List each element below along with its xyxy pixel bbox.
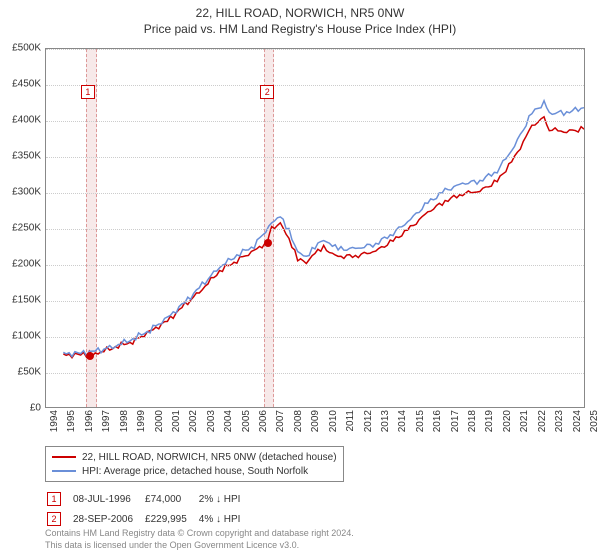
- y-tick-label: £450K: [0, 79, 41, 90]
- sale-id-box: 1: [47, 492, 61, 506]
- x-tick-label: 2015: [415, 410, 426, 440]
- x-tick-label: 1999: [136, 410, 147, 440]
- x-tick-label: 2020: [502, 410, 513, 440]
- x-tick-label: 1996: [84, 410, 95, 440]
- legend-label: HPI: Average price, detached house, Sout…: [82, 466, 308, 477]
- sale-delta: 2% ↓ HPI: [199, 490, 251, 508]
- chart-title: 22, HILL ROAD, NORWICH, NR5 0NW: [0, 0, 600, 20]
- gridline-h: [46, 49, 584, 50]
- chart-subtitle: Price paid vs. HM Land Registry's House …: [0, 20, 600, 36]
- legend-item: HPI: Average price, detached house, Sout…: [52, 464, 337, 478]
- x-tick-label: 2002: [188, 410, 199, 440]
- y-tick-label: £300K: [0, 187, 41, 198]
- y-tick-label: £100K: [0, 331, 41, 342]
- sale-delta: 4% ↓ HPI: [199, 510, 251, 528]
- x-tick-label: 2011: [345, 410, 356, 440]
- x-tick-label: 2016: [432, 410, 443, 440]
- sale-date: 08-JUL-1996: [73, 490, 143, 508]
- x-tick-label: 1998: [119, 410, 130, 440]
- footer-line1: Contains HM Land Registry data © Crown c…: [45, 528, 354, 540]
- gridline-h: [46, 121, 584, 122]
- x-tick-label: 2012: [363, 410, 374, 440]
- legend-label: 22, HILL ROAD, NORWICH, NR5 0NW (detache…: [82, 452, 337, 463]
- marker-label-box: 2: [260, 85, 274, 99]
- footer-attribution: Contains HM Land Registry data © Crown c…: [45, 528, 354, 551]
- x-tick-label: 2022: [537, 410, 548, 440]
- x-tick-label: 1997: [101, 410, 112, 440]
- y-tick-label: £200K: [0, 259, 41, 270]
- x-tick-label: 2007: [275, 410, 286, 440]
- y-tick-label: £350K: [0, 151, 41, 162]
- gridline-h: [46, 265, 584, 266]
- sale-price: £229,995: [145, 510, 197, 528]
- x-tick-label: 2021: [519, 410, 530, 440]
- x-tick-label: 2024: [572, 410, 583, 440]
- x-tick-label: 2006: [258, 410, 269, 440]
- x-tick-label: 2004: [223, 410, 234, 440]
- x-tick-label: 2010: [328, 410, 339, 440]
- sale-point-dot: [264, 239, 272, 247]
- legend-item: 22, HILL ROAD, NORWICH, NR5 0NW (detache…: [52, 450, 337, 464]
- y-tick-label: £500K: [0, 43, 41, 54]
- x-tick-label: 2009: [310, 410, 321, 440]
- gridline-h: [46, 157, 584, 158]
- x-tick-label: 2023: [554, 410, 565, 440]
- x-tick-label: 2008: [293, 410, 304, 440]
- legend-box: 22, HILL ROAD, NORWICH, NR5 0NW (detache…: [45, 446, 344, 482]
- x-tick-label: 2018: [467, 410, 478, 440]
- sale-date: 28-SEP-2006: [73, 510, 143, 528]
- sale-id-box: 2: [47, 512, 61, 526]
- x-tick-label: 2013: [380, 410, 391, 440]
- gridline-h: [46, 373, 584, 374]
- x-tick-label: 2000: [154, 410, 165, 440]
- sale-point-dot: [86, 352, 94, 360]
- x-tick-label: 2017: [450, 410, 461, 440]
- x-tick-label: 2005: [241, 410, 252, 440]
- legend-swatch: [52, 470, 76, 472]
- sale-row: 1 08-JUL-1996£74,0002% ↓ HPI: [47, 490, 250, 508]
- line-series-svg: [46, 49, 584, 407]
- x-tick-label: 1995: [66, 410, 77, 440]
- gridline-h: [46, 337, 584, 338]
- series-line: [63, 117, 584, 358]
- gridline-h: [46, 301, 584, 302]
- y-tick-label: £50K: [0, 367, 41, 378]
- y-tick-label: £400K: [0, 115, 41, 126]
- sale-row: 2 28-SEP-2006£229,9954% ↓ HPI: [47, 510, 250, 528]
- gridline-h: [46, 85, 584, 86]
- sale-price: £74,000: [145, 490, 197, 508]
- marker-label-box: 1: [81, 85, 95, 99]
- y-tick-label: £150K: [0, 295, 41, 306]
- x-tick-label: 2001: [171, 410, 182, 440]
- x-tick-label: 2025: [589, 410, 600, 440]
- x-tick-label: 2003: [206, 410, 217, 440]
- gridline-h: [46, 229, 584, 230]
- sales-table: 1 08-JUL-1996£74,0002% ↓ HPI 2 28-SEP-2006£…: [45, 488, 252, 530]
- x-tick-label: 1994: [49, 410, 60, 440]
- legend-swatch: [52, 456, 76, 458]
- footer-line2: This data is licensed under the Open Gov…: [45, 540, 354, 552]
- x-tick-label: 2019: [484, 410, 495, 440]
- chart-plot-area: 12: [45, 48, 585, 408]
- y-tick-label: £250K: [0, 223, 41, 234]
- y-tick-label: £0: [0, 403, 41, 414]
- gridline-h: [46, 193, 584, 194]
- x-tick-label: 2014: [397, 410, 408, 440]
